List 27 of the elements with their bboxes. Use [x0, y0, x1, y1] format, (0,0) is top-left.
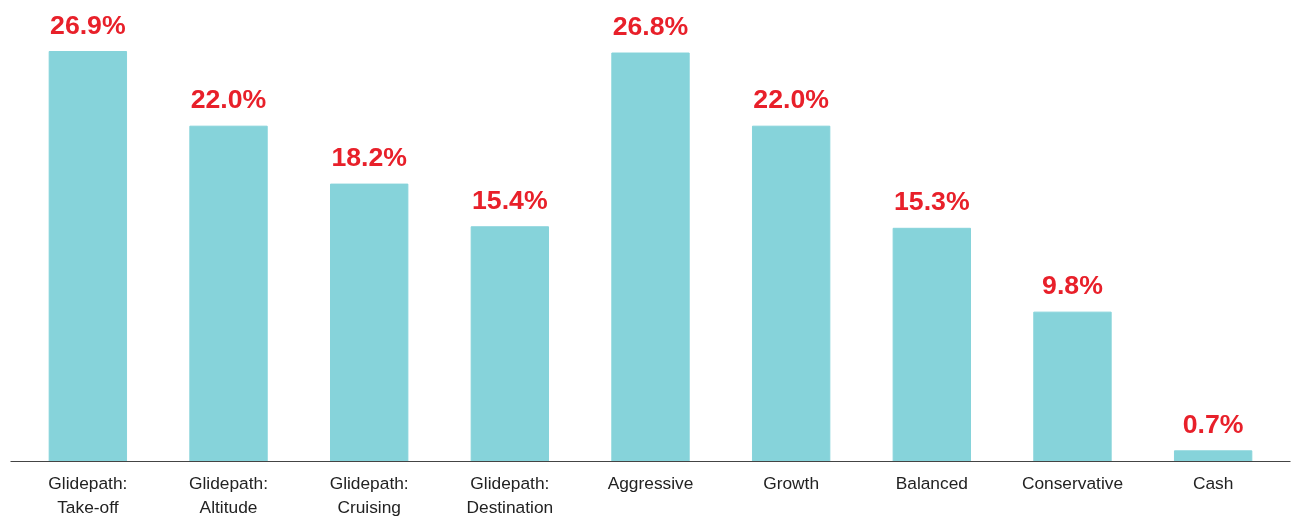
x-tick-label: Conservative	[1021, 472, 1124, 493]
data-label: 0.7%	[1182, 408, 1244, 439]
bar	[470, 226, 550, 462]
bar	[330, 183, 409, 462]
data-label: 15.3%	[894, 186, 970, 217]
x-tick-label: Glidepath: Destination	[466, 472, 554, 517]
bar	[1033, 311, 1112, 462]
bar	[751, 125, 831, 462]
bar	[189, 125, 268, 462]
x-tick-label: Growth	[763, 472, 820, 493]
data-label: 22.0%	[190, 84, 267, 115]
data-label: 26.8%	[612, 11, 689, 42]
data-label: 26.9%	[50, 9, 126, 40]
bar	[48, 51, 128, 462]
x-tick-label: Cash	[1192, 472, 1234, 493]
bar	[1173, 450, 1253, 462]
x-tick-label: Glidepath: Altitude	[189, 472, 269, 517]
x-tick-label: Balanced	[895, 472, 968, 493]
x-tick-label: Glidepath: Cruising	[329, 472, 409, 517]
data-label: 22.0%	[753, 84, 829, 115]
bar	[892, 227, 971, 462]
data-label: 18.2%	[331, 142, 407, 173]
bar	[611, 52, 690, 462]
data-label: 15.4%	[472, 184, 548, 215]
data-label: 9.8%	[1042, 270, 1103, 301]
x-tick-label: Glidepath: Take-off	[48, 472, 128, 517]
x-tick-label: Aggressive	[607, 472, 694, 493]
